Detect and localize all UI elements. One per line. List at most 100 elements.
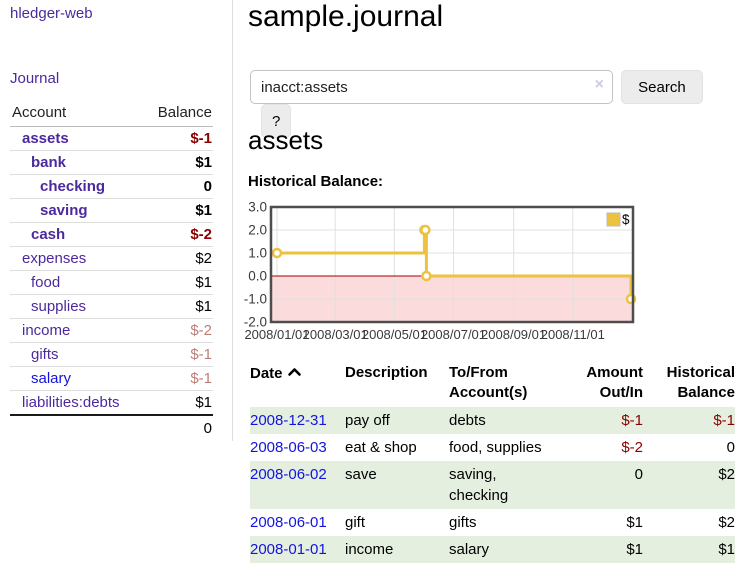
transaction-description: save xyxy=(345,461,449,509)
register-header-date[interactable]: Date xyxy=(250,362,345,407)
svg-text:-1.0: -1.0 xyxy=(244,292,267,307)
transaction-description: income xyxy=(345,536,449,563)
transaction-balance: $-1 xyxy=(643,407,735,434)
page-title: sample.journal xyxy=(248,0,443,34)
account-row: gifts $-1 xyxy=(10,343,213,367)
account-balance: $-1 xyxy=(150,127,213,151)
sidebar-item-expenses[interactable]: expenses xyxy=(22,250,86,267)
brand-link[interactable]: hledger-web xyxy=(10,5,93,22)
accounts-total-balance: 0 xyxy=(150,415,213,440)
data-point xyxy=(273,249,281,257)
account-row: income $-2 xyxy=(10,319,213,343)
transaction-date-link[interactable]: 2008-06-02 xyxy=(250,466,327,483)
hledger-web-app: hledger-web Journal Account Balance asse… xyxy=(0,0,742,582)
accounts-total-row: 0 xyxy=(10,415,213,440)
transaction-accounts: gifts xyxy=(449,509,565,536)
transaction-accounts: debts xyxy=(449,407,565,434)
account-row: assets $-1 xyxy=(10,127,213,151)
transaction-date-link[interactable]: 2008-12-31 xyxy=(250,412,327,429)
historical-balance-chart[interactable]: 3.02.01.00.0-1.0-2.02008/01/012008/03/01… xyxy=(240,198,740,348)
account-balance: $-1 xyxy=(150,367,213,391)
sidebar-item-checking[interactable]: checking xyxy=(40,178,105,195)
account-balance: $1 xyxy=(150,271,213,295)
data-point xyxy=(421,226,429,234)
transaction-description: eat & shop xyxy=(345,434,449,461)
transaction-balance: $1 xyxy=(643,536,735,563)
accounts-header-balance: Balance xyxy=(150,101,213,127)
account-row: expenses $2 xyxy=(10,247,213,271)
register-row: 2008-01-01incomesalary$1$1 xyxy=(250,536,735,563)
account-heading: assets xyxy=(248,125,323,156)
sidebar: hledger-web Journal Account Balance asse… xyxy=(0,0,233,441)
account-balance: $1 xyxy=(150,295,213,319)
transaction-accounts: food, supplies xyxy=(449,434,565,461)
search-input[interactable] xyxy=(250,70,613,104)
accounts-table: Account Balance assets $-1 bank $1 checking 0… xyxy=(10,101,213,440)
account-balance: $2 xyxy=(150,247,213,271)
register-header-amount: Amount Out/In xyxy=(565,362,643,407)
sidebar-item-food[interactable]: food xyxy=(31,274,60,291)
sidebar-item-saving[interactable]: saving xyxy=(40,202,88,219)
clear-search-icon[interactable]: × xyxy=(595,76,604,94)
transaction-amount: $-2 xyxy=(565,434,643,461)
transaction-balance: $2 xyxy=(643,509,735,536)
sidebar-item-assets[interactable]: assets xyxy=(22,130,69,147)
sort-ascending-icon xyxy=(287,363,302,383)
svg-text:2.0: 2.0 xyxy=(248,223,267,238)
register-row: 2008-06-03 eat & shopfood, supplies$-20 xyxy=(250,434,735,461)
sidebar-item-cash[interactable]: cash xyxy=(31,226,65,243)
svg-text:0.0: 0.0 xyxy=(248,269,267,284)
transaction-amount: $1 xyxy=(565,536,643,563)
sidebar-item-liabilities-debts[interactable]: liabilities:debts xyxy=(22,394,120,411)
register-table: Date Description To/From Account(s) Amou… xyxy=(250,362,735,563)
transaction-balance: 0 xyxy=(643,434,735,461)
account-row: checking 0 xyxy=(10,175,213,199)
svg-text:3.0: 3.0 xyxy=(248,200,267,215)
sidebar-item-journal[interactable]: Journal xyxy=(10,70,59,87)
account-row: cash $-2 xyxy=(10,223,213,247)
svg-text:2008/05/01: 2008/05/01 xyxy=(362,327,427,342)
sidebar-item-income[interactable]: income xyxy=(22,322,70,339)
register-row: 2008-06-02 savesaving, checking0$2 xyxy=(250,461,735,509)
search-button[interactable]: Search xyxy=(621,70,703,104)
register-header-balance: Historical Balance xyxy=(643,362,735,407)
account-balance: $1 xyxy=(150,151,213,175)
legend-label: $ xyxy=(622,212,630,227)
transaction-date-link[interactable]: 2008-01-01 xyxy=(250,541,327,558)
register-header-row: Date Description To/From Account(s) Amou… xyxy=(250,362,735,407)
svg-text:1.0: 1.0 xyxy=(248,246,267,261)
search-form: × Search ? xyxy=(250,70,742,104)
chart-title: Historical Balance: xyxy=(248,173,383,190)
transaction-amount: $1 xyxy=(565,509,643,536)
transaction-amount: $-1 xyxy=(565,407,643,434)
sidebar-item-salary[interactable]: salary xyxy=(31,370,71,387)
account-row: salary $-1 xyxy=(10,367,213,391)
transaction-accounts: salary xyxy=(449,536,565,563)
svg-text:2008/01/01: 2008/01/01 xyxy=(244,327,309,342)
accounts-header-row: Account Balance xyxy=(10,101,213,127)
account-balance: 0 xyxy=(150,175,213,199)
svg-text:2008/11/01: 2008/11/01 xyxy=(541,327,605,342)
account-row: food $1 xyxy=(10,271,213,295)
sidebar-item-supplies[interactable]: supplies xyxy=(31,298,86,315)
account-row: liabilities:debts $1 xyxy=(10,391,213,416)
transaction-date-link[interactable]: 2008-06-03 xyxy=(250,439,327,456)
account-balance: $1 xyxy=(150,199,213,223)
sidebar-item-gifts[interactable]: gifts xyxy=(31,346,59,363)
svg-text:2008/03/01: 2008/03/01 xyxy=(303,327,368,342)
transaction-date-link[interactable]: 2008-06-01 xyxy=(250,514,327,531)
register-header-account: To/From Account(s) xyxy=(449,362,565,407)
account-balance: $-2 xyxy=(150,223,213,247)
account-balance: $1 xyxy=(150,391,213,416)
account-balance: $-1 xyxy=(150,343,213,367)
sidebar-item-bank[interactable]: bank xyxy=(31,154,66,171)
data-point xyxy=(422,272,430,280)
account-row: saving $1 xyxy=(10,199,213,223)
transaction-description: gift xyxy=(345,509,449,536)
account-balance: $-2 xyxy=(150,319,213,343)
transaction-amount: 0 xyxy=(565,461,643,509)
transaction-accounts: saving, checking xyxy=(449,461,565,509)
transaction-balance: $2 xyxy=(643,461,735,509)
svg-text:2008/07/01: 2008/07/01 xyxy=(421,327,486,342)
register-row: 2008-06-01 giftgifts$1$2 xyxy=(250,509,735,536)
